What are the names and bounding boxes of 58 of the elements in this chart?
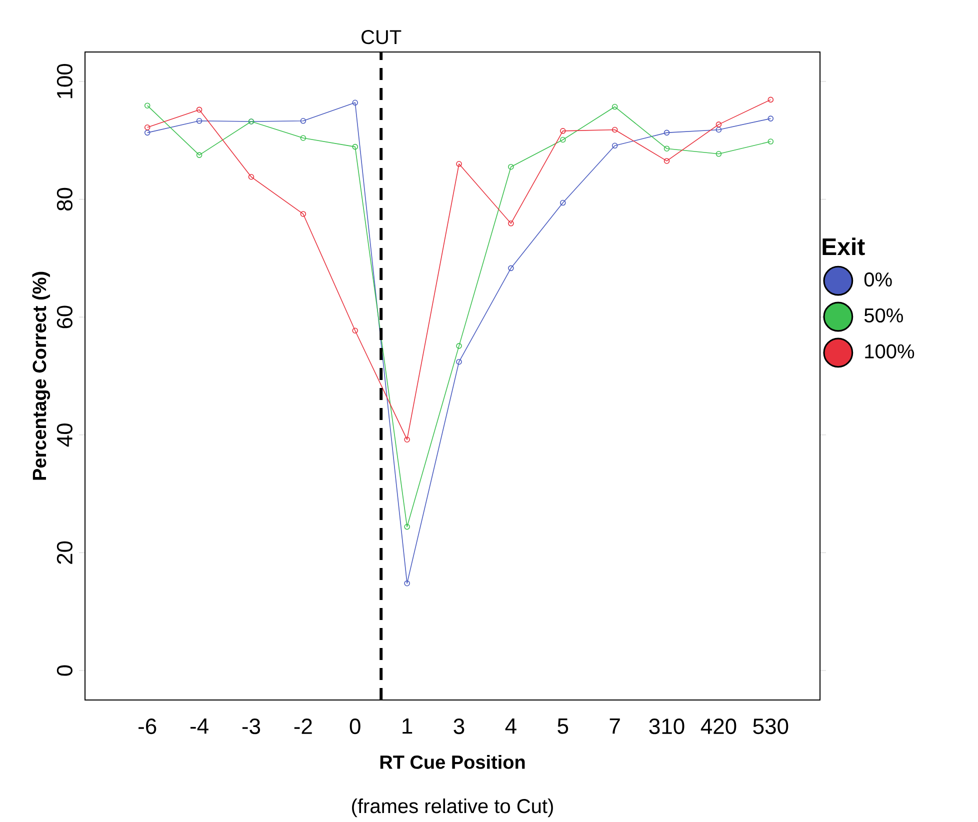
point <box>716 122 722 128</box>
x-tick-label: 530 <box>753 718 788 734</box>
point <box>716 126 722 133</box>
point <box>352 328 358 334</box>
point <box>560 136 566 143</box>
x-axis-title: RT Cue Position <box>380 754 525 769</box>
point <box>612 104 618 110</box>
point <box>248 174 254 180</box>
y-tick-label: 60 <box>56 306 72 328</box>
point <box>612 142 618 149</box>
point <box>404 436 410 443</box>
point <box>664 158 670 164</box>
legend-title: Exit <box>822 238 865 256</box>
point <box>196 152 202 158</box>
y-tick-label: 0 <box>56 665 72 676</box>
x-tick-label: 4 <box>505 718 516 734</box>
legend-label: 100% <box>865 344 914 358</box>
x-tick-label: -2 <box>294 718 312 734</box>
x-tick-label: 420 <box>700 718 736 734</box>
y-tick-label: 80 <box>56 188 72 211</box>
y-axis-title: Percentage Correct (%) <box>32 272 50 480</box>
x-tick-label: -4 <box>190 718 208 734</box>
x-tick-label: 310 <box>649 718 684 734</box>
point <box>612 126 618 133</box>
point <box>456 358 462 365</box>
point <box>352 100 358 106</box>
point <box>196 118 202 124</box>
x-tick-label: -3 <box>242 718 260 734</box>
y-tick-label: 40 <box>56 424 72 447</box>
point <box>404 580 410 586</box>
x-tick-label: 3 <box>454 718 464 734</box>
x-tick-label: 7 <box>610 718 620 734</box>
legend-label: 50% <box>864 308 903 323</box>
text: (frames relative to Cut) <box>352 798 553 818</box>
point <box>716 150 722 157</box>
point <box>456 343 462 349</box>
point <box>508 220 514 226</box>
point <box>404 524 410 530</box>
point <box>456 161 462 167</box>
x-tick-label: 1 <box>402 718 412 734</box>
point <box>560 200 566 206</box>
point <box>300 118 306 124</box>
point <box>508 265 514 272</box>
point <box>300 211 306 217</box>
x-tick-label: 0 <box>350 718 360 734</box>
legend-label: 0% <box>864 272 892 287</box>
point <box>560 128 566 134</box>
point <box>664 146 670 152</box>
point <box>508 164 514 170</box>
y-tick-label: 100 <box>56 64 72 98</box>
point <box>352 144 358 150</box>
x-tick-label: -6 <box>138 718 156 734</box>
point <box>300 135 306 141</box>
x-tick-label: 5 <box>558 718 568 734</box>
text: CUT <box>362 30 402 44</box>
point <box>664 130 670 136</box>
point <box>196 106 202 113</box>
y-tick-label: 20 <box>56 541 72 564</box>
